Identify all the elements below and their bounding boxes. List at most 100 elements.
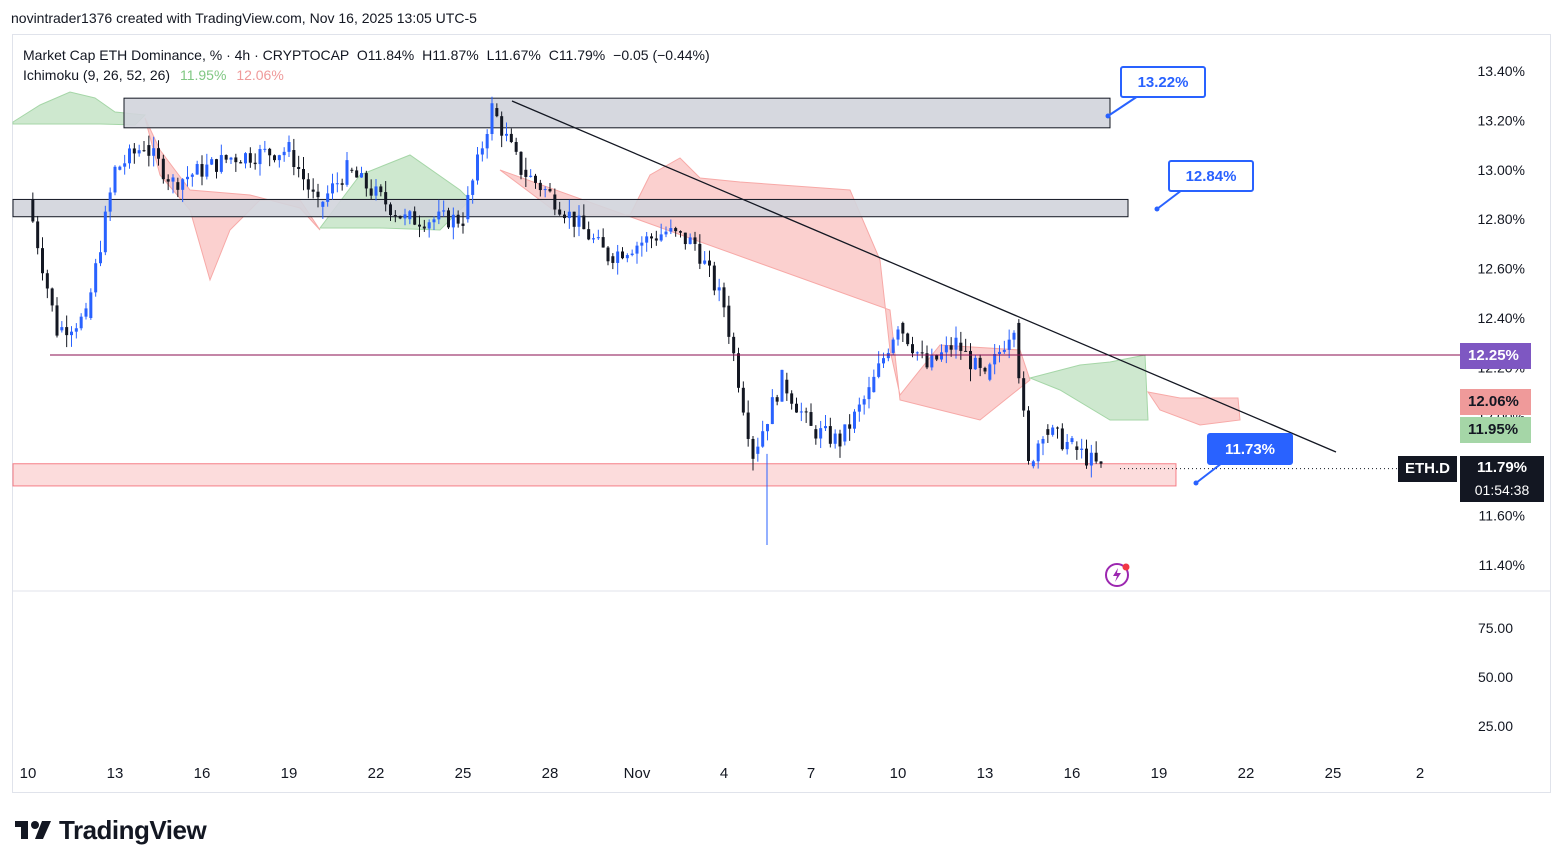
candle-body — [456, 214, 460, 224]
price-callout-13-22[interactable]: 13.22% — [1120, 66, 1206, 98]
legend-indicator-name: Ichimoku (9, 26, 52, 26) — [23, 67, 171, 83]
candle-body — [708, 260, 711, 266]
candle-body — [1031, 461, 1035, 467]
candle-body — [630, 253, 634, 256]
y-tick-label: 12.40% — [1478, 310, 1525, 326]
candle-body — [669, 228, 673, 232]
candle-body — [809, 412, 813, 426]
candle-body — [505, 133, 508, 136]
candle-body — [248, 153, 252, 163]
x-tick-label: 10 — [890, 765, 907, 782]
candle-body — [364, 173, 368, 189]
candle-body — [350, 169, 354, 171]
legend-high: H11.87% — [422, 47, 479, 63]
candle-body — [616, 251, 620, 263]
candle-body — [1027, 410, 1030, 461]
candle-body — [408, 211, 412, 220]
candle-body — [50, 288, 54, 306]
candle-body — [664, 231, 668, 235]
candle-body — [596, 237, 600, 239]
candle-body — [930, 355, 934, 368]
x-tick-label: 7 — [807, 765, 815, 782]
candle-body — [152, 148, 156, 156]
candle-body — [848, 424, 852, 429]
candle-body — [74, 328, 78, 332]
candle-body — [698, 243, 702, 264]
candle-body — [983, 367, 987, 372]
candle-body — [727, 305, 731, 337]
candle-body — [645, 236, 649, 243]
candle-body — [1099, 461, 1103, 464]
candle-body — [461, 223, 465, 226]
candle-body — [717, 287, 721, 291]
candle-body — [998, 351, 1001, 354]
candle-body — [205, 164, 209, 177]
candle-body — [534, 175, 537, 183]
candle-body — [60, 327, 64, 331]
candle-body — [969, 350, 972, 370]
x-tick-label: 16 — [194, 765, 211, 782]
candle-body — [780, 369, 784, 402]
candle-body — [1056, 427, 1059, 429]
candle-body — [268, 148, 272, 156]
candle-body — [273, 155, 276, 161]
candle-body — [524, 169, 528, 177]
x-tick-label: 2 — [1416, 765, 1424, 782]
candle-body — [635, 245, 639, 254]
lightning-alert-icon[interactable] — [1104, 561, 1132, 594]
candle-body — [954, 337, 958, 350]
candle-body — [988, 364, 992, 380]
price-callout-12-84[interactable]: 12.84% — [1168, 160, 1254, 192]
candle-body — [94, 263, 98, 293]
candle-body — [862, 399, 866, 405]
candle-body — [393, 215, 397, 217]
candle-body — [84, 308, 88, 317]
legend-close: C11.79% — [548, 47, 606, 63]
support-zone — [12, 463, 1177, 487]
candle-body — [828, 426, 832, 444]
candle-body — [234, 157, 238, 163]
candle-body — [650, 236, 653, 239]
candle-body — [925, 353, 929, 368]
candle-body — [195, 164, 199, 175]
candle-body — [790, 393, 794, 404]
candle-body — [466, 194, 470, 220]
candle-body — [398, 215, 402, 219]
chart-credit: novintrader1376 created with TradingView… — [11, 10, 477, 26]
candle-body — [1017, 322, 1021, 379]
candle-body — [872, 376, 876, 393]
candle-body — [31, 199, 35, 222]
candle-body — [128, 148, 131, 164]
candle-body — [587, 229, 591, 240]
candle-body — [514, 142, 518, 152]
price-callout-11-73[interactable]: 11.73% — [1207, 433, 1293, 465]
ichimoku-cloud-red — [499, 157, 1031, 421]
candle-body — [703, 260, 707, 264]
x-tick-label: 19 — [281, 765, 298, 782]
candle-body — [374, 186, 378, 196]
x-tick-label: 13 — [977, 765, 994, 782]
candle-body — [181, 179, 185, 190]
candle-body — [679, 231, 682, 233]
candle-body — [316, 191, 320, 198]
x-tick-label: 13 — [107, 765, 124, 782]
legend-indicator-row[interactable]: Ichimoku (9, 26, 52, 26) 11.95% 12.06% — [23, 65, 710, 85]
candle-body — [867, 387, 871, 400]
candle-body — [321, 201, 325, 207]
candle-body — [224, 155, 228, 160]
candle-body — [335, 183, 339, 185]
candle-body — [277, 155, 281, 161]
candle-body — [621, 251, 624, 259]
candle-body — [123, 163, 127, 167]
candle-body — [964, 350, 968, 352]
candle-body — [770, 397, 774, 425]
candle-body — [654, 238, 658, 241]
candle-body — [543, 189, 547, 191]
legend-change: −0.05 (−0.44%) — [613, 47, 710, 63]
candle-body — [1046, 429, 1050, 435]
bar-countdown: 01:54:38 — [1474, 482, 1530, 498]
candle-body — [920, 352, 924, 354]
candle-body — [572, 211, 576, 227]
oscillator-tick-label: 50.00 — [1478, 669, 1513, 685]
